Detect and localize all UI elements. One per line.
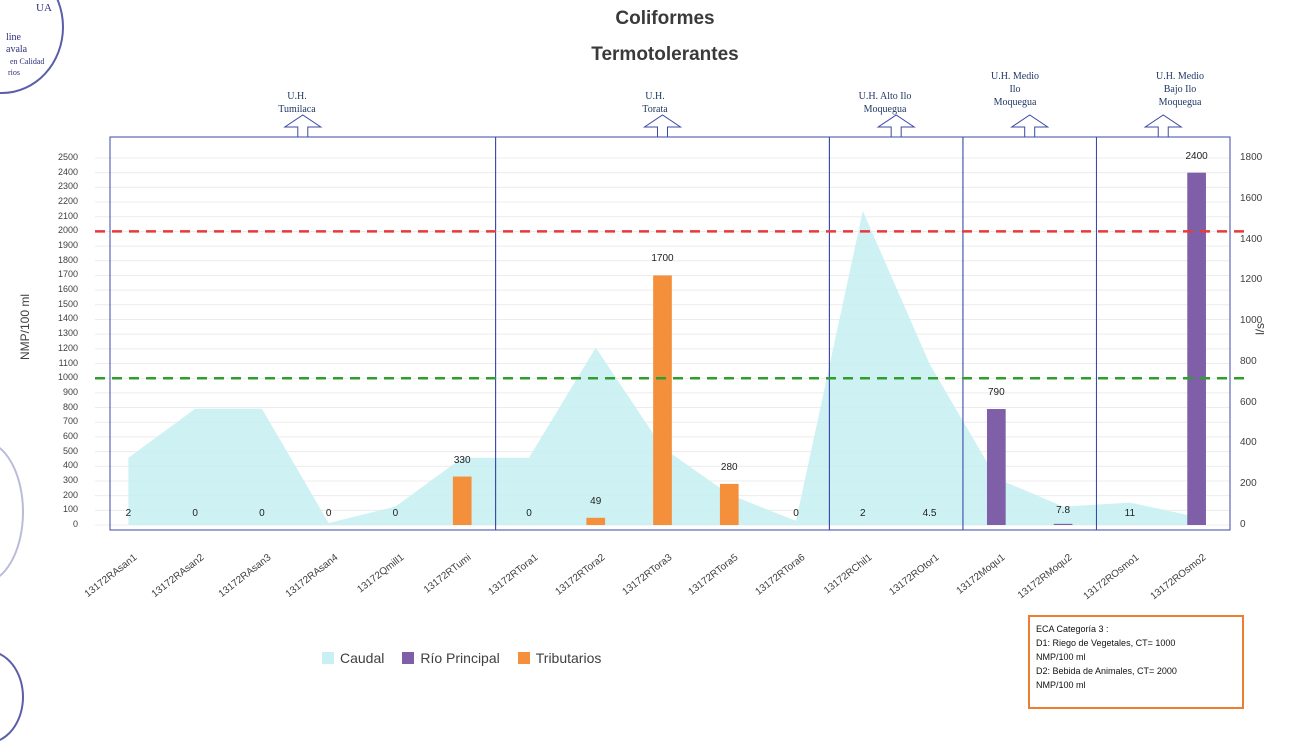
- y2-tick-label: 1800: [1240, 152, 1263, 163]
- y-tick-label: 2200: [57, 196, 78, 207]
- legend-item-caudal: Caudal: [322, 650, 384, 666]
- legend-item-tributarios: Tributarios: [517, 650, 602, 666]
- y-tick-label: 900: [62, 386, 78, 397]
- y-tick-label: 700: [62, 416, 78, 427]
- eca-line-5: NMP/100 ml: [1036, 680, 1086, 690]
- y-tick-label: 1500: [57, 298, 78, 309]
- y-tick-label: 1700: [57, 269, 78, 280]
- y-tick-label: 200: [62, 489, 78, 500]
- y-tick-label: 1100: [58, 357, 78, 368]
- eca-standards-box: ECA Categoría 3 : D1: Riego de Vegetales…: [1028, 615, 1244, 709]
- legend-label-tributarios: Tributarios: [535, 650, 602, 666]
- basin-arrow: [1143, 114, 1183, 138]
- y-tick-label: 0: [72, 519, 78, 529]
- chart-plot: [95, 114, 1248, 531]
- y-tick-label: 400: [62, 460, 78, 471]
- legend-swatch-caudal: [322, 652, 334, 664]
- data-label: 2400: [1185, 150, 1208, 162]
- y2-tick-label: 200: [1240, 478, 1257, 490]
- area-caudal: [128, 211, 1197, 525]
- y-tick-label: 2000: [57, 225, 78, 236]
- data-label: 330: [453, 454, 471, 466]
- y-tick-label: 1800: [57, 254, 78, 265]
- chart-legend: Caudal Río Principal Tributarios: [322, 650, 601, 666]
- y2-tick-label: 1200: [1240, 274, 1263, 286]
- y-tick-label: 1200: [57, 342, 78, 353]
- chart-title-line1: Coliformes: [615, 8, 715, 29]
- bar-tributarios: [452, 476, 472, 525]
- y-tick-label: 2300: [57, 181, 78, 192]
- bar-rio-principal: [1187, 172, 1206, 525]
- bar-tributarios: [653, 275, 672, 525]
- eca-line-4: D2: Bebida de Animales, CT= 2000: [1036, 666, 1177, 676]
- basin-label-medio-bajo-ilo: U.H. Medio Bajo Ilo Moquegua: [1155, 71, 1205, 108]
- basin-arrow: [1010, 114, 1050, 138]
- y-tick-label: 1600: [57, 284, 78, 295]
- y-tick-label: 1300: [57, 328, 78, 339]
- y2-tick-label: 600: [1240, 396, 1257, 408]
- data-label: 2: [860, 508, 866, 519]
- y-tick-label: 1900: [57, 240, 78, 251]
- basin-arrow: [876, 114, 916, 138]
- basin-label-alto-ilo: U.H. Alto Ilo Moquegua: [858, 91, 912, 115]
- eca-line-1: ECA Categoría 3 :: [1036, 624, 1109, 634]
- data-label: 790: [987, 387, 1005, 399]
- eca-line-2: D1: Riego de Vegetales, CT= 1000: [1036, 638, 1176, 648]
- y2-tick-label: 1400: [1240, 233, 1263, 245]
- bar-rio-principal: [986, 409, 1006, 525]
- eca-line-3: NMP/100 ml: [1036, 652, 1086, 662]
- data-label: 2: [125, 508, 132, 519]
- basin-label-medio-ilo: U.H. Medio Ilo Moquegua: [990, 71, 1040, 108]
- y2-tick-label: 800: [1240, 355, 1257, 367]
- data-label: 0: [259, 508, 265, 519]
- chart-title-line2: Termotolerantes: [591, 44, 739, 65]
- data-label: 7.8: [1056, 505, 1071, 516]
- basin-arrow: [283, 114, 323, 138]
- data-label: 0: [526, 508, 532, 519]
- y-tick-label: 1000: [57, 372, 78, 383]
- y-tick-label: 500: [62, 445, 78, 456]
- data-label: 0: [793, 508, 799, 519]
- basin-arrow: [642, 114, 683, 138]
- data-label: 280: [720, 461, 738, 473]
- y-tick-label: 2400: [57, 166, 78, 177]
- basin-box: [1095, 136, 1231, 531]
- y-tick-label: 2500: [57, 152, 78, 162]
- bar-tributarios: [586, 517, 606, 525]
- data-label: 0: [392, 508, 399, 519]
- y2-tick-label: 1000: [1240, 315, 1263, 327]
- stamp-text-1: line: [6, 32, 21, 43]
- data-label: 49: [590, 495, 602, 507]
- legend-swatch-rio-principal: [402, 652, 415, 664]
- y-tick-label: 600: [62, 430, 78, 441]
- y2-tick-label: 1600: [1240, 192, 1263, 204]
- stamp-text-4: rios: [8, 68, 20, 77]
- data-label: 0: [192, 508, 198, 519]
- legend-item-rio-principal: Río Principal: [402, 650, 500, 666]
- y-tick-label: 100: [62, 504, 78, 515]
- stamp-text-top: UA: [36, 2, 52, 14]
- legend-label-caudal: Caudal: [340, 650, 385, 666]
- stamp-text-2: avala: [6, 44, 28, 55]
- bar-tributarios: [719, 483, 739, 525]
- legend-label-rio-principal: Río Principal: [420, 650, 500, 666]
- stamp-text-3: en Calidad: [10, 57, 45, 66]
- data-label: 0: [325, 508, 332, 519]
- basin-label-tumilaca: U.H. Tumilaca: [278, 91, 316, 115]
- basin-label-torata: U.H. Torata: [642, 91, 668, 115]
- data-label: 1700: [651, 253, 674, 265]
- bar-rio-principal: [1053, 523, 1073, 525]
- y-tick-label: 2100: [57, 210, 78, 221]
- legend-swatch-tributarios: [517, 652, 530, 664]
- data-label: 11: [1124, 508, 1136, 519]
- y-tick-label: 300: [62, 474, 78, 485]
- y2-tick-label: 400: [1240, 437, 1257, 449]
- y-tick-label: 1400: [57, 313, 78, 324]
- y-tick-label: 800: [62, 401, 78, 412]
- data-label: 4.5: [922, 508, 937, 519]
- y2-tick-label: 0: [1240, 519, 1246, 530]
